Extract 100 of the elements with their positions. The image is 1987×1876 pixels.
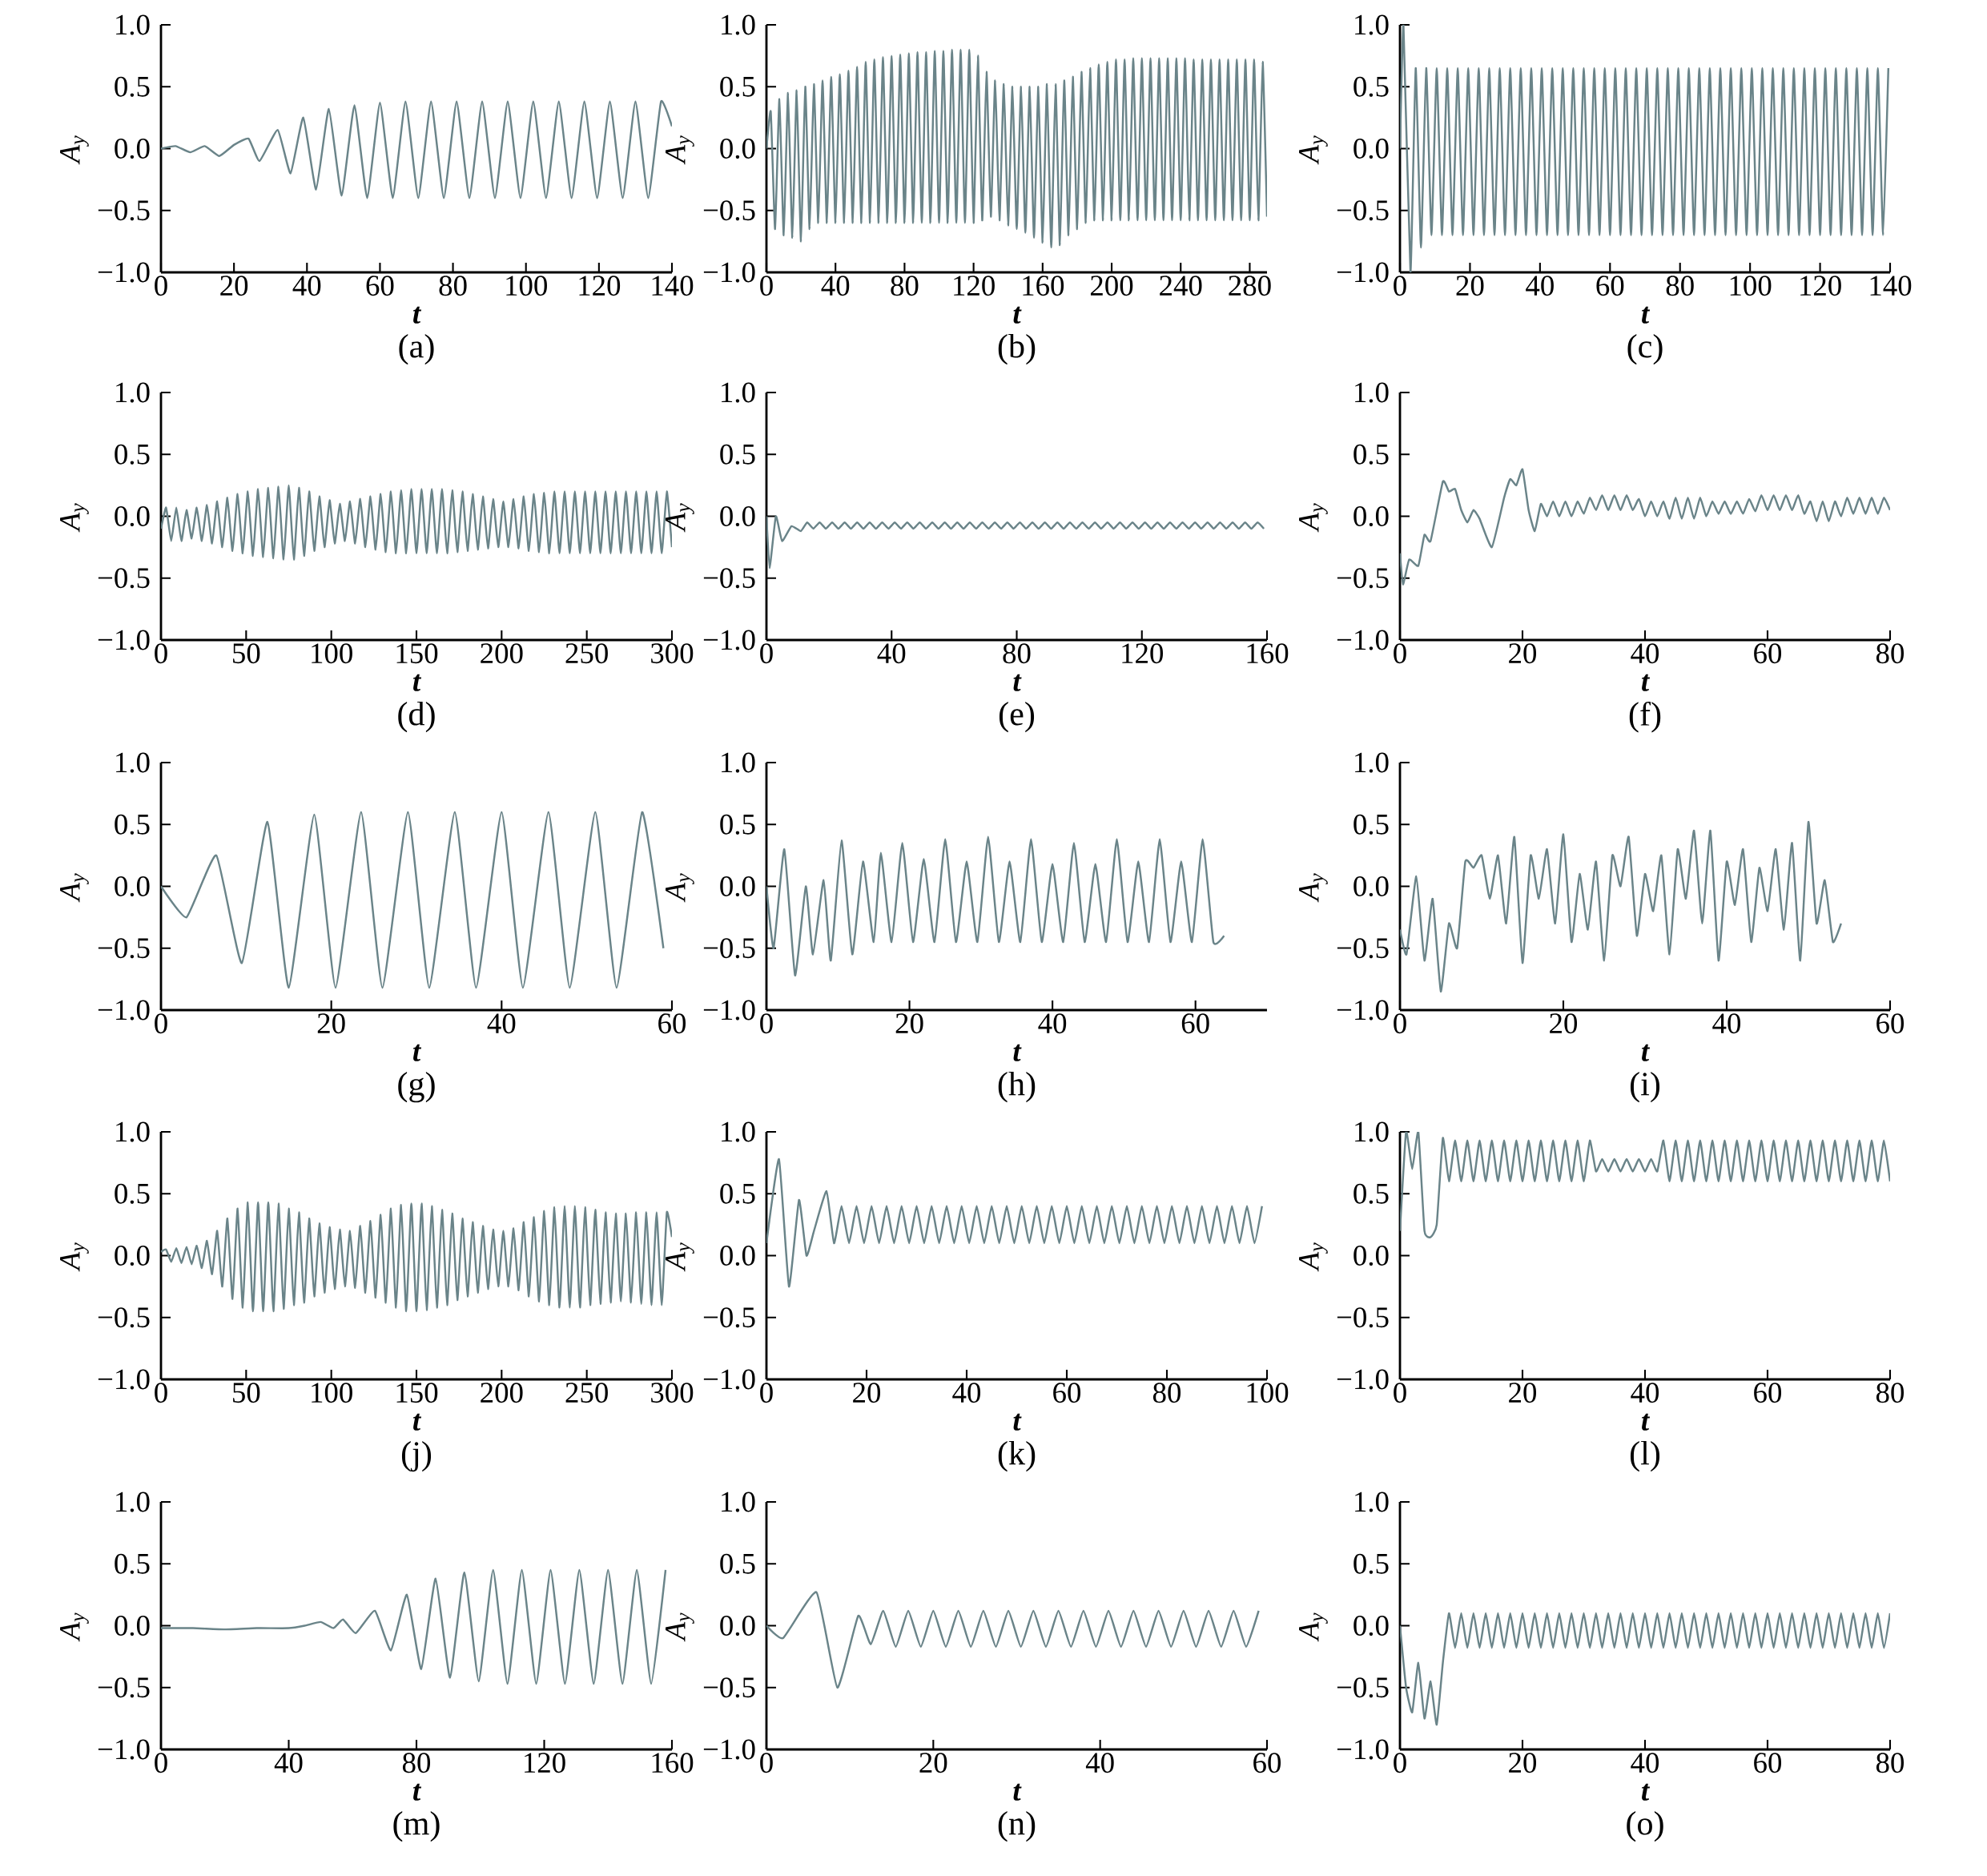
- y-tick-label: −0.5: [703, 1307, 755, 1328]
- x-tick-label: 60: [366, 276, 394, 296]
- x-tick-label: 40: [952, 1383, 981, 1403]
- text: (o): [1627, 1810, 1663, 1842]
- x-tick-label: 0: [155, 1753, 167, 1773]
- x-tick-label: 0: [760, 643, 773, 664]
- y-tick-label: 1.0: [1355, 752, 1389, 773]
- y-tick-label: −0.5: [703, 1677, 755, 1698]
- y-tick-label: −1.0: [1337, 1369, 1389, 1390]
- y-tick-label: −1.0: [98, 1369, 150, 1390]
- x-axis-title: t: [412, 1044, 422, 1061]
- x-tick-label: 120: [1800, 276, 1841, 296]
- x-tick-label: 60: [1754, 1753, 1782, 1773]
- y-axis-title: A$_{y}$: [60, 503, 89, 533]
- y-tick-label: 0.0: [720, 138, 755, 159]
- x-axis-title: t: [412, 1783, 422, 1801]
- y-tick-label: 1.0: [722, 1121, 755, 1142]
- line-series: [766, 835, 1225, 976]
- x-axis-title: t: [1641, 1783, 1651, 1801]
- x-axis-title: t: [1641, 674, 1651, 691]
- y-tick-label: −1.0: [1337, 1739, 1389, 1760]
- x-tick-label: 120: [579, 276, 621, 296]
- line-series: [766, 1157, 1263, 1288]
- y-tick-label: −1.0: [1337, 262, 1389, 283]
- x-tick-label: 20: [853, 1383, 881, 1403]
- x-tick-label: 80: [1876, 1753, 1905, 1773]
- x-axis-title: t: [412, 1413, 422, 1431]
- text: (h): [998, 1071, 1036, 1103]
- x-axis-title: t: [1013, 306, 1022, 324]
- y-axis-title: A$_{y}$: [1299, 1612, 1328, 1642]
- x-tick-label: 20: [220, 276, 248, 296]
- text: (j): [401, 1440, 432, 1472]
- x-tick-label: 280: [1229, 276, 1271, 296]
- x-tick-label: 60: [1754, 643, 1782, 664]
- text: (m): [393, 1810, 440, 1842]
- y-tick-label: −1.0: [98, 630, 150, 650]
- line-series: [161, 811, 665, 989]
- y-tick-label: 0.0: [115, 1616, 150, 1636]
- x-axis-title: t: [1013, 1783, 1022, 1801]
- y-tick-label: 0.5: [1353, 76, 1389, 97]
- x-tick-label: 20: [1550, 1013, 1578, 1034]
- x-tick-label: 60: [1253, 1753, 1281, 1773]
- x-tick-label: 40: [292, 276, 321, 296]
- x-tick-label: 200: [1090, 276, 1133, 296]
- x-tick-label: 60: [1754, 1383, 1782, 1403]
- y-axis-title: A$_{y}$: [666, 1242, 694, 1272]
- x-tick-label: 40: [821, 276, 850, 296]
- y-axis-title: A$_{y}$: [666, 135, 694, 165]
- line-series: [1400, 1132, 1890, 1238]
- text: (d): [398, 701, 435, 733]
- y-tick-label: 0.5: [1353, 1183, 1389, 1204]
- x-tick-label: 0: [155, 1013, 167, 1034]
- y-tick-label: −0.5: [98, 200, 150, 221]
- y-tick-label: 0.5: [115, 1553, 150, 1574]
- y-tick-label: 0.5: [1353, 814, 1389, 835]
- y-axis-title: A$_{y}$: [60, 135, 89, 165]
- x-tick-label: 60: [658, 1013, 686, 1034]
- x-tick-label: 0: [155, 643, 167, 664]
- x-tick-label: 20: [1509, 643, 1537, 664]
- y-tick-label: −1.0: [1337, 1000, 1389, 1021]
- x-tick-label: 160: [652, 1753, 694, 1773]
- x-tick-label: 250: [565, 1383, 608, 1403]
- y-tick-label: 0.5: [115, 444, 150, 465]
- x-tick-label: 20: [1456, 276, 1484, 296]
- x-tick-label: 0: [1394, 276, 1406, 296]
- y-tick-label: 0.5: [115, 1183, 150, 1204]
- x-tick-label: 0: [760, 1383, 773, 1403]
- y-tick-label: 1.0: [722, 14, 755, 35]
- y-axis-title: A$_{y}$: [1299, 873, 1328, 903]
- y-tick-label: 0.5: [720, 76, 755, 97]
- x-tick-label: 40: [1085, 1753, 1114, 1773]
- x-tick-label: 40: [1712, 1013, 1741, 1034]
- y-axis-title: A$_{y}$: [60, 873, 89, 903]
- x-tick-label: 40: [274, 1753, 303, 1773]
- y-tick-label: 1.0: [116, 14, 150, 35]
- y-tick-label: −1.0: [703, 1000, 755, 1021]
- x-tick-label: 240: [1160, 276, 1202, 296]
- x-tick-label: 20: [317, 1013, 345, 1034]
- y-tick-label: 0.0: [1353, 138, 1389, 159]
- y-tick-label: 1.0: [1355, 14, 1389, 35]
- y-tick-label: 0.0: [720, 876, 755, 897]
- y-tick-label: 0.5: [1353, 444, 1389, 465]
- y-tick-label: −1.0: [703, 1739, 755, 1760]
- y-tick-label: −0.5: [98, 568, 150, 589]
- x-tick-label: 0: [760, 1013, 773, 1034]
- y-tick-label: −1.0: [703, 630, 755, 650]
- x-tick-label: 200: [481, 1383, 523, 1403]
- y-tick-label: 0.5: [115, 76, 150, 97]
- y-tick-label: 0.0: [1353, 505, 1389, 527]
- x-tick-label: 100: [312, 643, 352, 664]
- y-axis-title: A$_{y}$: [1299, 1242, 1328, 1272]
- y-axis-title: A$_{y}$: [60, 1612, 89, 1642]
- x-tick-label: 300: [651, 1383, 694, 1403]
- line-series: [1400, 25, 1890, 272]
- x-tick-label: 0: [1394, 1013, 1406, 1034]
- text: (i): [1630, 1071, 1660, 1103]
- y-tick-label: 1.0: [722, 1492, 755, 1512]
- y-tick-label: 0.0: [720, 1245, 755, 1266]
- x-tick-label: 250: [565, 643, 608, 664]
- line-series: [1400, 820, 1843, 993]
